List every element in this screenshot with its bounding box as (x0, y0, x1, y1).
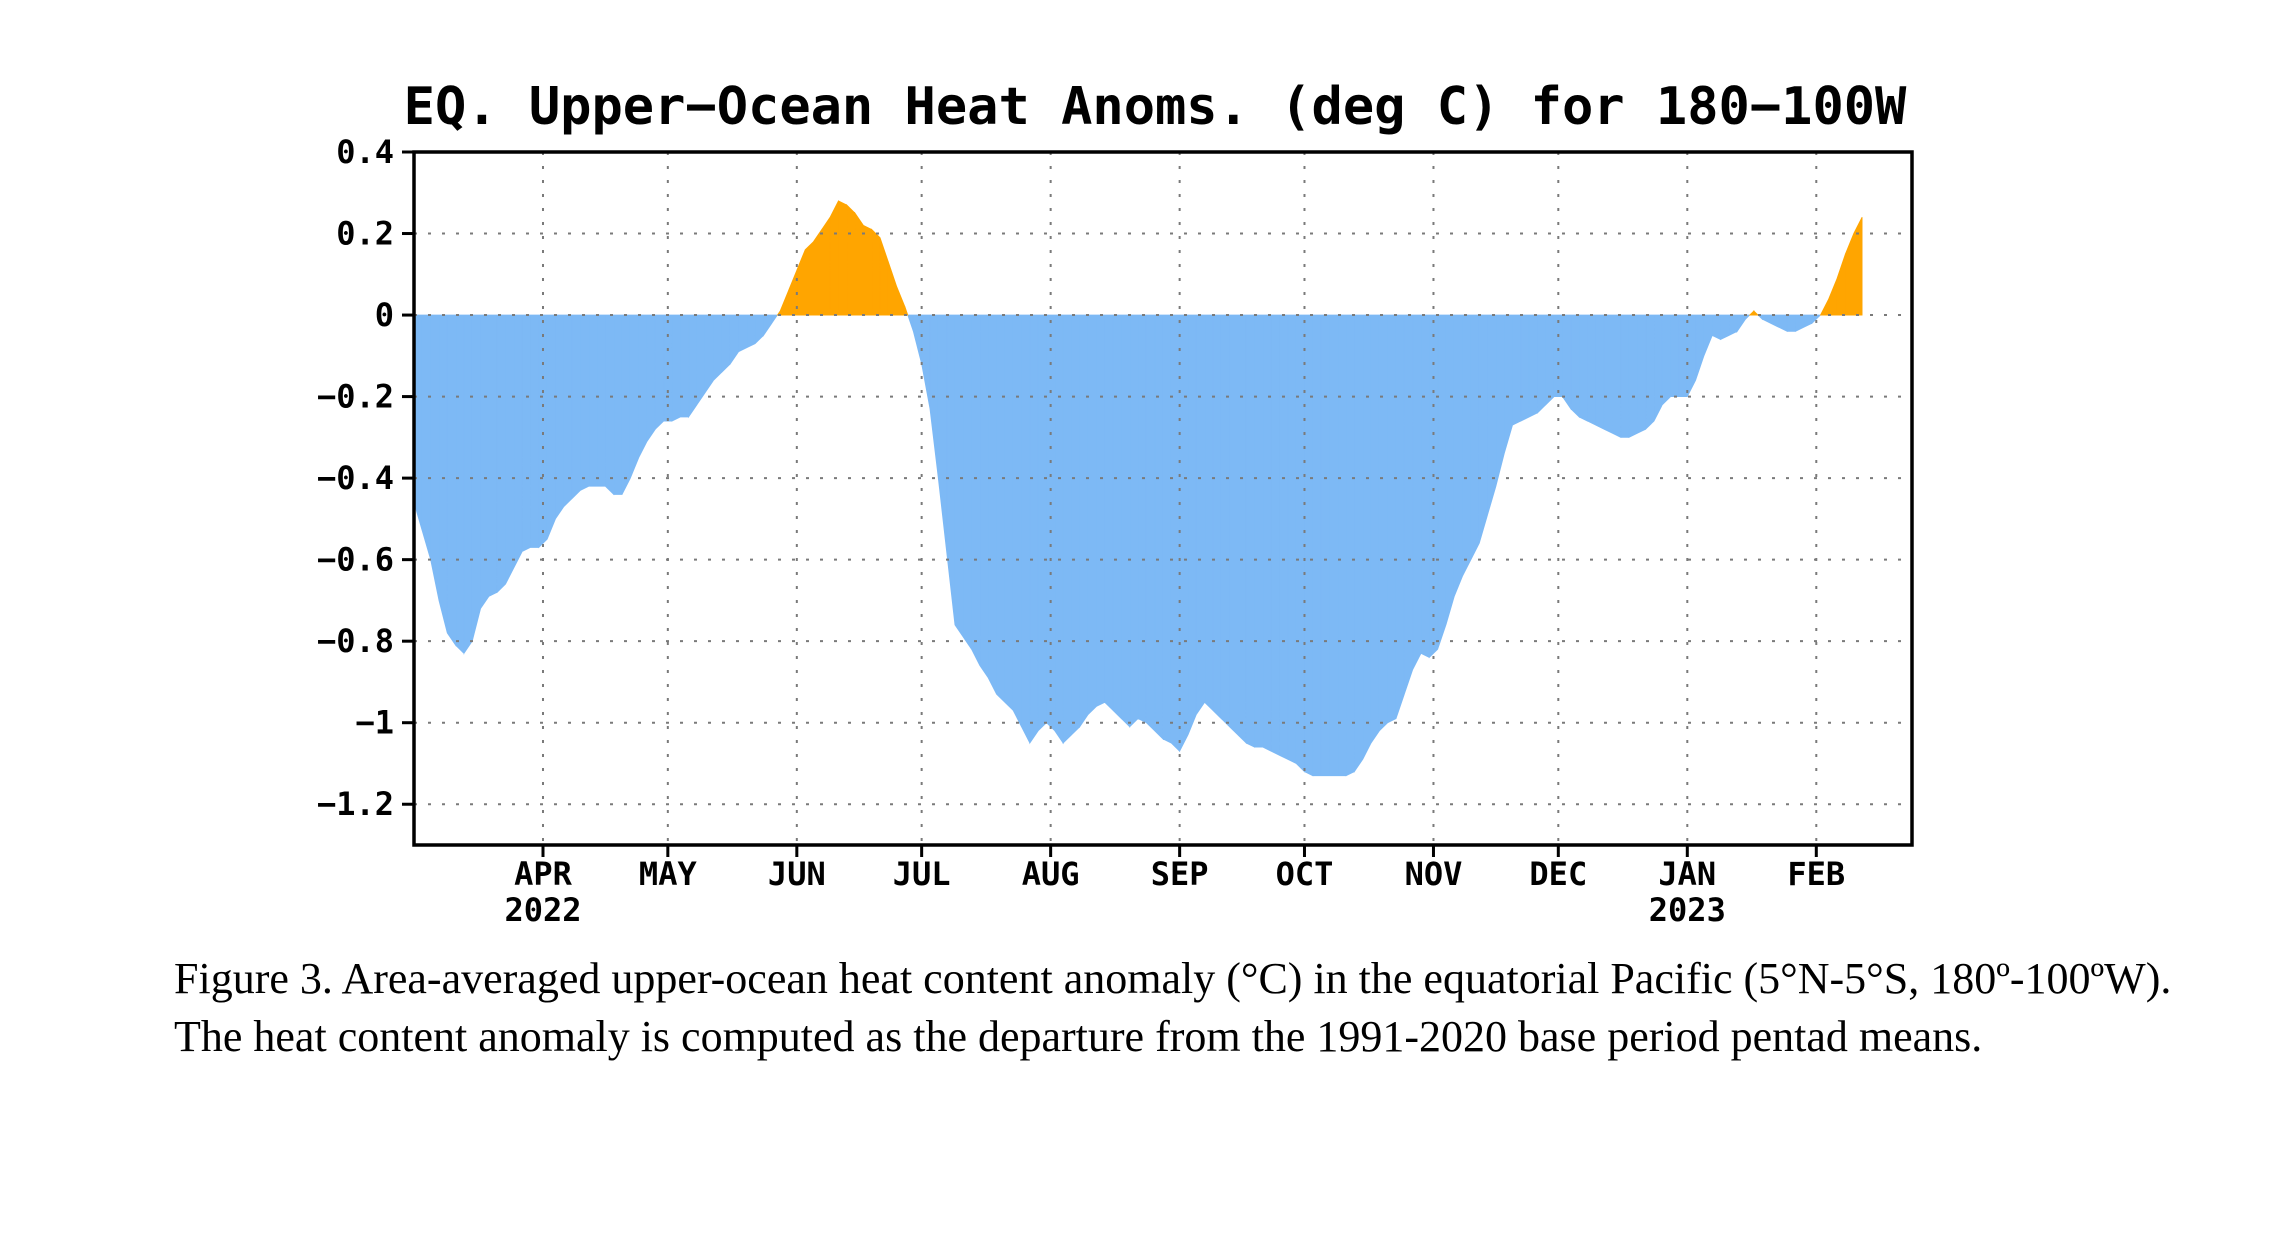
heat-anomaly-chart: EQ. Upper−Ocean Heat Anoms. (deg C) for … (317, 77, 1914, 929)
figure-caption: Figure 3. Area-averaged upper-ocean heat… (174, 954, 2172, 1061)
positive-anomaly-area (776, 200, 1863, 316)
month-label: MAY (639, 855, 698, 893)
month-label: DEC (1529, 855, 1587, 893)
chart-title: EQ. Upper−Ocean Heat Anoms. (deg C) for … (404, 77, 1907, 137)
y-tick-label: −0.4 (317, 459, 394, 497)
y-tick-label: 0.4 (336, 133, 394, 171)
month-label: SEP (1151, 855, 1209, 893)
y-tick-label: −1.2 (317, 785, 394, 823)
month-label: OCT (1276, 855, 1334, 893)
month-label: APR (514, 855, 573, 893)
year-label: 2023 (1649, 891, 1726, 929)
negative-anomaly-area (413, 217, 1863, 777)
month-label: JUL (893, 855, 951, 893)
y-tick-label: 0 (375, 296, 394, 334)
year-label: 2022 (504, 891, 581, 929)
month-label: AUG (1022, 855, 1080, 893)
month-label: NOV (1405, 855, 1463, 893)
month-label: JAN (1658, 855, 1716, 893)
month-label: JUN (768, 855, 826, 893)
plot-area (412, 150, 1914, 847)
month-label: FEB (1787, 855, 1845, 893)
y-axis: 0.4 0.2 0 −0.2 −0.4 −0.6 −0.8 −1 −1.2 (317, 133, 414, 823)
y-tick-label: 0.2 (336, 215, 394, 253)
plot-frame (412, 150, 1914, 847)
y-tick-label: −0.6 (317, 541, 394, 579)
y-tick-label: −1 (355, 704, 394, 742)
y-tick-label: −0.8 (317, 622, 394, 660)
y-tick-label: −0.2 (317, 378, 394, 416)
